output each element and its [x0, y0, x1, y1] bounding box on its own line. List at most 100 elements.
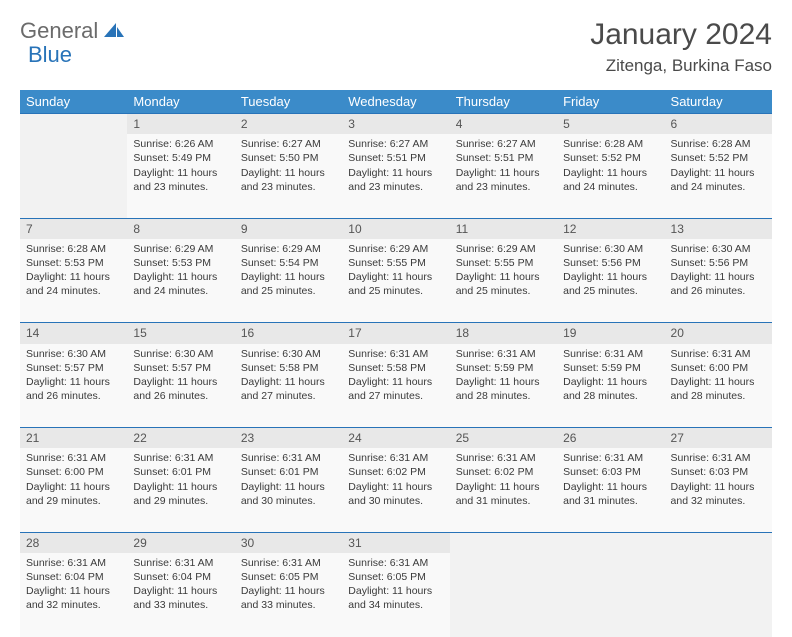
sunset-line: Sunset: 6:01 PM	[133, 465, 228, 479]
sunset-line: Sunset: 5:52 PM	[671, 151, 766, 165]
sunrise-line: Sunrise: 6:31 AM	[133, 556, 228, 570]
day-number	[665, 532, 772, 553]
day-number: 8	[127, 218, 234, 239]
day-cell: Sunrise: 6:28 AMSunset: 5:52 PMDaylight:…	[557, 134, 664, 218]
daylight-line: Daylight: 11 hours and 29 minutes.	[133, 480, 228, 508]
logo: General	[20, 18, 128, 44]
daylight-line: Daylight: 11 hours and 27 minutes.	[348, 375, 443, 403]
day-number: 30	[235, 532, 342, 553]
day-cell: Sunrise: 6:30 AMSunset: 5:56 PMDaylight:…	[557, 239, 664, 323]
weekday-header: Thursday	[450, 90, 557, 114]
sunset-line: Sunset: 5:57 PM	[26, 361, 121, 375]
sunrise-line: Sunrise: 6:30 AM	[26, 347, 121, 361]
header: General January 2024 Zitenga, Burkina Fa…	[20, 18, 772, 76]
day-cell: Sunrise: 6:31 AMSunset: 6:01 PMDaylight:…	[235, 448, 342, 532]
day-cell: Sunrise: 6:30 AMSunset: 5:57 PMDaylight:…	[127, 344, 234, 428]
daylight-line: Daylight: 11 hours and 29 minutes.	[26, 480, 121, 508]
sunset-line: Sunset: 5:59 PM	[456, 361, 551, 375]
day-cell: Sunrise: 6:29 AMSunset: 5:55 PMDaylight:…	[450, 239, 557, 323]
sunrise-line: Sunrise: 6:31 AM	[241, 451, 336, 465]
day-cell: Sunrise: 6:31 AMSunset: 6:04 PMDaylight:…	[20, 553, 127, 637]
daylight-line: Daylight: 11 hours and 33 minutes.	[241, 584, 336, 612]
day-number	[20, 114, 127, 135]
sunset-line: Sunset: 5:50 PM	[241, 151, 336, 165]
weekday-header: Tuesday	[235, 90, 342, 114]
day-number: 2	[235, 114, 342, 135]
day-number: 12	[557, 218, 664, 239]
day-cell: Sunrise: 6:31 AMSunset: 6:01 PMDaylight:…	[127, 448, 234, 532]
sunset-line: Sunset: 6:00 PM	[26, 465, 121, 479]
sunrise-line: Sunrise: 6:31 AM	[348, 451, 443, 465]
sunrise-line: Sunrise: 6:31 AM	[26, 451, 121, 465]
sunrise-line: Sunrise: 6:31 AM	[456, 347, 551, 361]
sunrise-line: Sunrise: 6:31 AM	[348, 347, 443, 361]
daylight-line: Daylight: 11 hours and 31 minutes.	[563, 480, 658, 508]
day-number: 19	[557, 323, 664, 344]
sunset-line: Sunset: 6:05 PM	[348, 570, 443, 584]
daynum-row: 78910111213	[20, 218, 772, 239]
sunrise-line: Sunrise: 6:26 AM	[133, 137, 228, 151]
logo-text-general: General	[20, 18, 98, 44]
content-row: Sunrise: 6:28 AMSunset: 5:53 PMDaylight:…	[20, 239, 772, 323]
day-number: 4	[450, 114, 557, 135]
day-cell	[20, 134, 127, 218]
day-cell: Sunrise: 6:31 AMSunset: 6:05 PMDaylight:…	[235, 553, 342, 637]
day-number: 1	[127, 114, 234, 135]
sunrise-line: Sunrise: 6:29 AM	[241, 242, 336, 256]
daylight-line: Daylight: 11 hours and 32 minutes.	[671, 480, 766, 508]
sunset-line: Sunset: 5:55 PM	[348, 256, 443, 270]
daylight-line: Daylight: 11 hours and 31 minutes.	[456, 480, 551, 508]
daylight-line: Daylight: 11 hours and 23 minutes.	[241, 166, 336, 194]
content-row: Sunrise: 6:31 AMSunset: 6:00 PMDaylight:…	[20, 448, 772, 532]
daynum-row: 28293031	[20, 532, 772, 553]
day-number: 3	[342, 114, 449, 135]
day-cell: Sunrise: 6:31 AMSunset: 5:59 PMDaylight:…	[450, 344, 557, 428]
day-cell: Sunrise: 6:31 AMSunset: 5:59 PMDaylight:…	[557, 344, 664, 428]
day-number: 31	[342, 532, 449, 553]
day-cell: Sunrise: 6:30 AMSunset: 5:56 PMDaylight:…	[665, 239, 772, 323]
daylight-line: Daylight: 11 hours and 24 minutes.	[26, 270, 121, 298]
daylight-line: Daylight: 11 hours and 32 minutes.	[26, 584, 121, 612]
daylight-line: Daylight: 11 hours and 24 minutes.	[563, 166, 658, 194]
sunrise-line: Sunrise: 6:31 AM	[241, 556, 336, 570]
calendar-table: SundayMondayTuesdayWednesdayThursdayFrid…	[20, 90, 772, 637]
sunset-line: Sunset: 6:04 PM	[133, 570, 228, 584]
daylight-line: Daylight: 11 hours and 24 minutes.	[671, 166, 766, 194]
daylight-line: Daylight: 11 hours and 30 minutes.	[348, 480, 443, 508]
day-number: 25	[450, 428, 557, 449]
logo-sail-icon	[102, 21, 126, 44]
daylight-line: Daylight: 11 hours and 33 minutes.	[133, 584, 228, 612]
weekday-header: Sunday	[20, 90, 127, 114]
day-number: 14	[20, 323, 127, 344]
day-cell: Sunrise: 6:31 AMSunset: 6:03 PMDaylight:…	[665, 448, 772, 532]
day-number	[450, 532, 557, 553]
day-number: 29	[127, 532, 234, 553]
sunset-line: Sunset: 5:56 PM	[671, 256, 766, 270]
daylight-line: Daylight: 11 hours and 23 minutes.	[133, 166, 228, 194]
daylight-line: Daylight: 11 hours and 25 minutes.	[348, 270, 443, 298]
sunset-line: Sunset: 5:59 PM	[563, 361, 658, 375]
day-cell: Sunrise: 6:31 AMSunset: 6:03 PMDaylight:…	[557, 448, 664, 532]
day-number: 21	[20, 428, 127, 449]
day-cell: Sunrise: 6:29 AMSunset: 5:53 PMDaylight:…	[127, 239, 234, 323]
location: Zitenga, Burkina Faso	[590, 56, 772, 76]
daylight-line: Daylight: 11 hours and 25 minutes.	[456, 270, 551, 298]
day-number: 27	[665, 428, 772, 449]
day-cell: Sunrise: 6:31 AMSunset: 6:02 PMDaylight:…	[342, 448, 449, 532]
day-cell: Sunrise: 6:30 AMSunset: 5:58 PMDaylight:…	[235, 344, 342, 428]
sunset-line: Sunset: 5:51 PM	[456, 151, 551, 165]
day-number: 16	[235, 323, 342, 344]
daylight-line: Daylight: 11 hours and 28 minutes.	[563, 375, 658, 403]
day-cell: Sunrise: 6:31 AMSunset: 5:58 PMDaylight:…	[342, 344, 449, 428]
sunrise-line: Sunrise: 6:31 AM	[456, 451, 551, 465]
sunrise-line: Sunrise: 6:30 AM	[563, 242, 658, 256]
sunset-line: Sunset: 5:51 PM	[348, 151, 443, 165]
daylight-line: Daylight: 11 hours and 23 minutes.	[348, 166, 443, 194]
sunrise-line: Sunrise: 6:28 AM	[671, 137, 766, 151]
sunset-line: Sunset: 6:02 PM	[348, 465, 443, 479]
sunrise-line: Sunrise: 6:28 AM	[26, 242, 121, 256]
sunset-line: Sunset: 5:57 PM	[133, 361, 228, 375]
sunrise-line: Sunrise: 6:31 AM	[563, 347, 658, 361]
sunset-line: Sunset: 5:49 PM	[133, 151, 228, 165]
title-block: January 2024 Zitenga, Burkina Faso	[590, 18, 772, 76]
